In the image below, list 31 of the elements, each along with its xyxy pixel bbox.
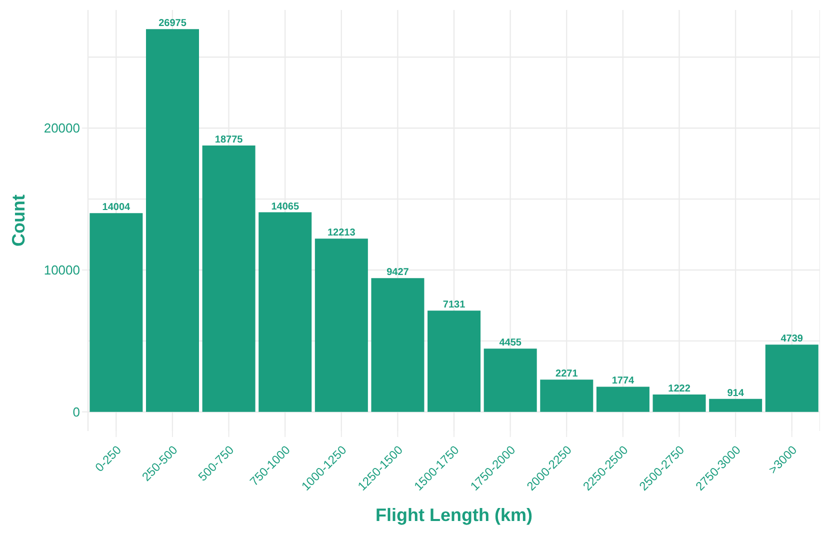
bar: [202, 145, 256, 412]
data-label: 26975: [158, 18, 187, 30]
bar: [258, 212, 312, 412]
y-tick-label: 20000: [44, 120, 80, 136]
data-label: 18775: [214, 134, 244, 146]
data-label: 12213: [328, 228, 356, 239]
data-label: 914: [727, 388, 744, 399]
y-axis-title: Count: [8, 194, 28, 246]
data-label: 7131: [442, 300, 466, 311]
data-label: 4739: [780, 334, 804, 345]
bar: [484, 348, 537, 412]
y-tick-label: 0: [72, 404, 80, 420]
data-label: 14004: [102, 202, 131, 214]
bar: [765, 344, 818, 412]
bar: [596, 386, 650, 412]
bar: [314, 238, 368, 412]
data-label: 4455: [499, 338, 522, 349]
data-label: 2271: [556, 368, 578, 380]
data-label: 14065: [271, 201, 300, 212]
bar: [428, 310, 481, 412]
x-axis-title: Flight Length (km): [376, 505, 532, 525]
bar: [90, 213, 143, 412]
data-label: 1774: [612, 376, 635, 387]
bar: [652, 394, 706, 412]
data-label: 9427: [386, 267, 410, 278]
bar: [709, 398, 762, 412]
bar: [371, 278, 424, 412]
bar: [540, 380, 594, 412]
data-label: 1222: [668, 384, 691, 395]
bar: [146, 29, 199, 412]
y-tick-label: 10000: [44, 262, 80, 278]
